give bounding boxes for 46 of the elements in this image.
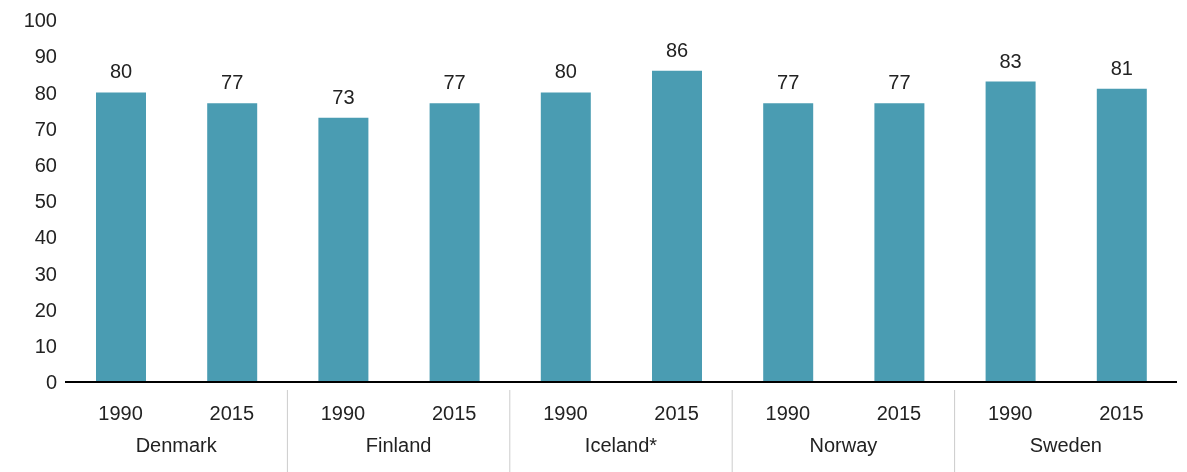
y-tick-label: 70 xyxy=(34,117,57,140)
data-label: 77 xyxy=(888,71,911,94)
x-tick-label: 1990 xyxy=(98,402,143,424)
y-tick-label: 90 xyxy=(34,45,57,68)
x-tick-label: 1990 xyxy=(543,402,588,424)
bar xyxy=(652,70,702,382)
y-tick-label: 50 xyxy=(34,190,57,213)
text: Finland xyxy=(365,434,432,456)
y-tick-label: 0 xyxy=(45,371,57,394)
x-tick-label: 1990 xyxy=(765,402,811,424)
bar xyxy=(429,103,480,382)
x-tick-label: 2015 xyxy=(654,402,699,424)
bar xyxy=(540,92,591,382)
bar xyxy=(1096,88,1147,382)
x-tick-label: 2015 xyxy=(1099,402,1144,424)
y-tick-label: 20 xyxy=(34,298,57,321)
x-tick-label: 1990 xyxy=(987,402,1033,424)
data-label: 86 xyxy=(665,38,689,61)
x-tick-label: 2015 xyxy=(876,402,922,424)
data-label: 80 xyxy=(109,60,133,83)
x-tick-label: 2015 xyxy=(431,402,477,424)
y-tick-label: 100 xyxy=(23,9,57,32)
y-tick-label: 80 xyxy=(34,81,57,104)
text: Iceland* xyxy=(584,434,658,456)
text: Sweden xyxy=(1029,434,1102,456)
y-tick-label: 60 xyxy=(34,153,57,176)
bar xyxy=(318,117,369,382)
bar xyxy=(96,92,146,382)
x-tick-label: 1990 xyxy=(320,402,366,424)
data-label: 73 xyxy=(332,85,355,108)
y-tick-label: 10 xyxy=(34,334,57,357)
y-tick-label: 30 xyxy=(34,262,57,285)
data-label: 77 xyxy=(443,71,466,94)
bar xyxy=(207,103,258,382)
bar xyxy=(874,103,925,382)
data-label: 81 xyxy=(1110,56,1133,79)
bar xyxy=(985,81,1036,382)
bar xyxy=(763,103,814,382)
x-tick-label: 2015 xyxy=(209,402,255,424)
y-tick-label: 40 xyxy=(34,226,57,249)
data-label: 77 xyxy=(221,71,244,94)
text: Denmark xyxy=(135,434,218,456)
text: Norway xyxy=(809,434,878,456)
data-label: 77 xyxy=(777,71,800,94)
data-label: 80 xyxy=(554,60,577,83)
data-label: 83 xyxy=(999,49,1022,72)
